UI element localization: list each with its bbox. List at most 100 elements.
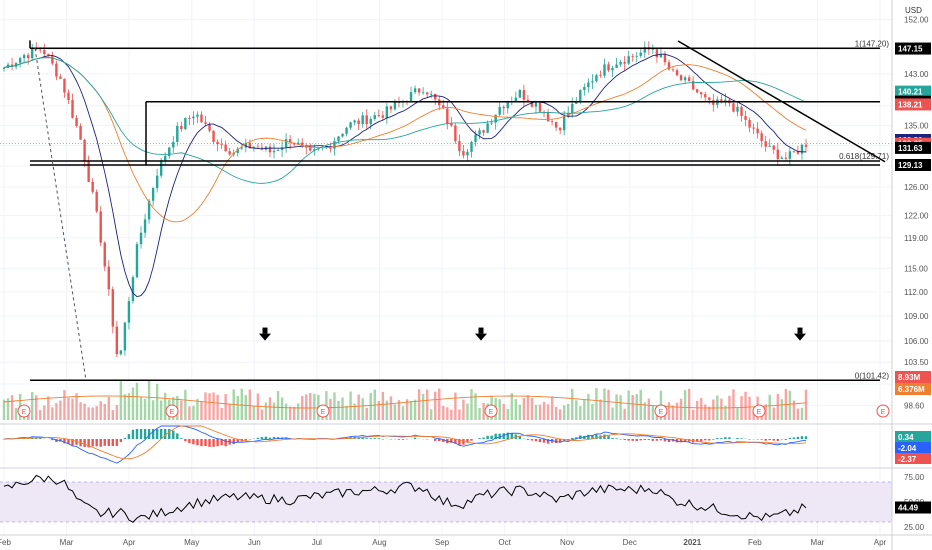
volume-bar	[651, 405, 655, 420]
moving-averages	[3, 53, 807, 298]
earnings-letter: E	[170, 409, 175, 416]
candle-body	[151, 188, 155, 201]
candle-body	[611, 67, 614, 71]
volume-bar	[458, 409, 461, 420]
candle-body	[792, 151, 796, 153]
volume-bar	[623, 408, 626, 420]
x-tick-label: Apr	[123, 538, 136, 547]
x-tick-label: Mar	[60, 538, 74, 547]
x-tick-label: May	[184, 538, 199, 547]
volume-bar	[518, 404, 522, 420]
candle-body	[176, 125, 179, 142]
macd-histogram-bar	[506, 432, 509, 439]
macd-histogram-bar	[764, 439, 767, 441]
price-tag-text: 140.21	[898, 88, 923, 97]
candle-body	[159, 160, 163, 176]
rsi-line	[3, 474, 807, 523]
candle-body	[474, 134, 477, 142]
volume-bar	[260, 409, 264, 420]
volume-bar	[446, 407, 449, 420]
x-tick-label: Jul	[312, 538, 322, 547]
candle-body	[135, 244, 139, 278]
candle-body	[47, 54, 50, 56]
volume-bar	[712, 399, 715, 420]
macd-histogram-bar	[63, 439, 66, 444]
candle-body	[313, 149, 316, 151]
volume-tag-text: 8.93M	[898, 373, 921, 382]
volume-bar	[776, 393, 779, 420]
volume-bar	[401, 406, 405, 420]
macd-histogram-bar	[695, 439, 699, 442]
candle-body	[192, 116, 195, 119]
volume-bar	[627, 390, 630, 420]
macd-histogram-bar	[611, 437, 614, 439]
volume-bar	[357, 394, 360, 420]
macd-histogram-bar	[740, 438, 743, 439]
volume-bar	[780, 399, 784, 420]
candle-body	[494, 114, 497, 123]
volume-bar	[442, 406, 445, 420]
volume-bar	[264, 402, 268, 420]
earnings-circle	[165, 404, 179, 418]
macd-histogram-bar	[188, 439, 191, 444]
macd-histogram-bar	[401, 439, 405, 440]
candle-body	[687, 77, 691, 81]
earnings-marker: E	[17, 404, 31, 418]
macd-tag: -2.04	[895, 442, 931, 453]
volume-bar	[244, 395, 248, 420]
candle-body	[421, 92, 425, 94]
macd-histogram-bar	[534, 439, 538, 442]
macd-histogram-bar	[244, 439, 248, 441]
price-axis[interactable]: 152.00147.00143.00138.00135.00132.00129.…	[891, 0, 931, 550]
macd-histogram-bar	[720, 438, 723, 439]
volume-bar	[462, 399, 465, 420]
arrow-head	[794, 333, 806, 341]
volume-bar	[534, 404, 538, 420]
macd-histogram-bar	[526, 439, 530, 441]
volume-bar	[184, 389, 187, 420]
macd-histogram-bar	[748, 439, 751, 440]
arrow-stem	[797, 327, 803, 334]
y-tick-label: 143.00	[904, 70, 929, 79]
earnings-marker: E	[165, 404, 179, 418]
x-tick-label: Aug	[372, 538, 386, 547]
volume-bar	[236, 395, 239, 420]
candle-body	[744, 116, 747, 120]
volume-bar	[397, 400, 401, 420]
y-tick-label: 103.50	[904, 358, 929, 367]
volume-bar	[546, 404, 550, 420]
volume-bar	[127, 393, 131, 420]
candle-body	[51, 55, 54, 64]
candlesticks	[2, 41, 808, 358]
moving-average-line	[3, 57, 807, 223]
volume-bar	[385, 400, 389, 420]
volume-bar	[635, 394, 638, 420]
candle-body	[587, 82, 590, 88]
volume-bar	[744, 391, 747, 420]
candle-body	[288, 139, 292, 143]
candle-body	[514, 97, 518, 102]
candle-body	[71, 100, 74, 118]
time-axis[interactable]: Feb Mar Apr May Jun Jul Aug Sep Oct Nov Dec 2021 Feb…	[0, 534, 932, 547]
candle-body	[91, 181, 94, 192]
candle-body	[115, 326, 119, 355]
macd-histogram-bar	[200, 439, 203, 447]
macd-histogram-bar	[220, 439, 223, 446]
macd-histogram-bar	[373, 438, 376, 439]
candle-body	[417, 88, 421, 93]
x-tick-label: 2021	[683, 538, 701, 547]
candle-body	[385, 106, 389, 118]
macd-histogram-bar	[514, 434, 518, 439]
candle-body	[75, 117, 78, 126]
candle-body	[631, 56, 634, 58]
arrow-head	[475, 333, 487, 341]
macd-histogram-bar	[212, 439, 215, 447]
macd-histogram-bar	[168, 429, 171, 439]
candle-body	[454, 125, 457, 142]
macd-histogram-bar	[164, 429, 167, 439]
candle-body	[272, 150, 276, 153]
macd-histogram-bar	[470, 439, 473, 441]
volume-bar	[252, 405, 256, 420]
candle-body	[768, 145, 771, 147]
